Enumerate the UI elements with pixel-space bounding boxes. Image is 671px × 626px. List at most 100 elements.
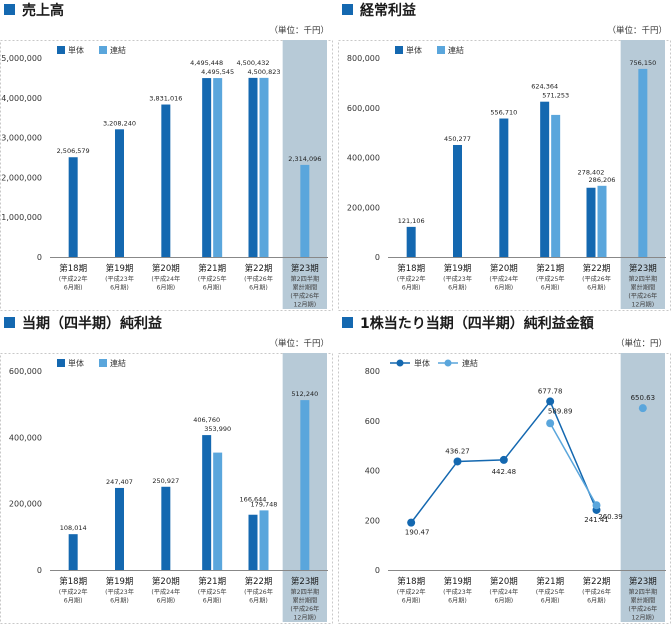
x-category-label: 第18期 <box>397 576 425 587</box>
x-category-sublabel: 6月期) <box>402 597 421 605</box>
bar-single <box>68 534 78 570</box>
bar-consolidated <box>638 68 648 257</box>
chart-panel: 当期（四半期）純利益 （単位：千円） 0 200,000 400,000 600,000 単… <box>0 315 333 624</box>
y-tick-label: 0 <box>37 566 42 575</box>
x-category-sublabel: (平成26年 <box>290 605 319 613</box>
unit-label: （単位：千円） <box>269 338 329 349</box>
point-single <box>546 397 555 406</box>
bar-single <box>115 129 124 257</box>
x-category-sublabel: 第2四半期 <box>290 588 319 596</box>
plot-frame <box>0 353 333 624</box>
bar-value-label: 250,927 <box>152 477 179 485</box>
bar-single <box>248 77 258 257</box>
x-category-sublabel: 6月期) <box>64 597 83 605</box>
legend-label: 連結 <box>448 45 464 55</box>
x-category-sublabel: 6月期) <box>402 284 421 292</box>
y-tick-label: 400,000 <box>9 433 42 442</box>
x-category-sublabel: 6月期) <box>494 597 513 605</box>
x-category-label: 第18期 <box>59 576 87 587</box>
bar-value-label: 3,831,016 <box>149 95 182 103</box>
x-category-sublabel: 6月期) <box>448 284 467 292</box>
x-category-sublabel: (平成23年 <box>105 588 134 596</box>
x-category-label: 第23期 <box>629 263 657 274</box>
y-tick-label: 0 <box>375 253 380 262</box>
x-category-sublabel: (平成26年 <box>582 588 611 596</box>
x-category-sublabel: (平成23年 <box>443 275 472 283</box>
point-value-label: 436.27 <box>445 447 470 455</box>
x-category-sublabel: (平成25年 <box>198 588 227 596</box>
bar-value-label: 2,314,096 <box>288 155 321 163</box>
y-tick-label: 0 <box>375 566 380 575</box>
x-category-sublabel: (平成24年 <box>151 588 180 596</box>
bar-value-label: 278,402 <box>578 169 605 177</box>
x-category-sublabel: 6月期) <box>541 597 560 605</box>
y-tick-label: 600,000 <box>347 104 380 113</box>
x-category-sublabel: (平成26年 <box>244 275 273 283</box>
bar-consolidated <box>300 164 310 257</box>
bar-value-label: 4,495,545 <box>201 68 234 76</box>
title-square-icon <box>4 317 15 328</box>
bar-single <box>161 486 171 570</box>
bar-value-label: 286,206 <box>589 176 616 184</box>
bar-single <box>586 187 596 257</box>
x-category-sublabel: (平成25年 <box>536 275 565 283</box>
bar-single <box>161 104 171 257</box>
x-category-sublabel: (平成25年 <box>536 588 565 596</box>
x-category-label: 第18期 <box>397 263 425 274</box>
title-square-icon <box>4 4 15 15</box>
x-category-sublabel: (平成22年 <box>59 275 88 283</box>
x-category-sublabel: (平成23年 <box>443 588 472 596</box>
x-category-sublabel: 6月期) <box>156 597 175 605</box>
bar-value-label: 108,014 <box>60 524 87 532</box>
x-category-label: 第19期 <box>106 576 134 587</box>
x-category-sublabel: 第2四半期 <box>290 275 319 283</box>
y-tick-label: 600,000 <box>9 367 42 376</box>
point-value-label: 241.41 <box>584 516 609 524</box>
x-category-sublabel: 6月期) <box>494 284 513 292</box>
highlight-column <box>620 353 665 622</box>
title-square-icon <box>342 317 353 328</box>
x-category-sublabel: (平成26年 <box>628 605 657 613</box>
x-category-sublabel: 累計期間 <box>292 597 317 605</box>
bar-value-label: 406,760 <box>193 416 220 424</box>
legend-label: 単体 <box>414 358 430 368</box>
bar-value-label: 571,253 <box>542 92 569 100</box>
x-category-sublabel: (平成22年 <box>397 275 426 283</box>
y-tick-label: 400 <box>365 467 380 476</box>
x-category-sublabel: (平成26年 <box>244 588 273 596</box>
x-category-sublabel: (平成24年 <box>151 275 180 283</box>
chart-panel: 経常利益 （単位：千円） 0 200,000 400,000 600,000 800,000… <box>338 2 671 311</box>
x-category-label: 第20期 <box>152 576 180 587</box>
x-category-label: 第22期 <box>245 576 273 587</box>
x-category-sublabel: 6月期) <box>249 597 268 605</box>
x-category-sublabel: (平成26年 <box>582 275 611 283</box>
title-square-icon <box>342 4 353 15</box>
x-category-sublabel: (平成26年 <box>628 292 657 300</box>
point-consolidated <box>638 404 647 413</box>
unit-label: （単位：千円） <box>607 25 667 36</box>
bar-single <box>202 78 212 257</box>
x-category-sublabel: 12月期) <box>293 614 316 622</box>
legend-swatch-consolidated <box>99 46 107 54</box>
legend-swatch-single <box>57 359 65 367</box>
x-category-label: 第20期 <box>490 263 518 274</box>
point-consolidated <box>546 419 555 428</box>
x-category-sublabel: 6月期) <box>110 597 129 605</box>
x-category-sublabel: 6月期) <box>110 284 129 292</box>
legend-label: 連結 <box>110 358 126 368</box>
point-value-label: 442.48 <box>492 468 517 476</box>
x-category-sublabel: (平成23年 <box>105 275 134 283</box>
x-category-sublabel: 6月期) <box>249 284 268 292</box>
bar-single <box>499 118 509 257</box>
bar-single <box>453 144 462 257</box>
x-category-sublabel: 6月期) <box>587 597 606 605</box>
y-tick-label: 1,000,000 <box>1 213 42 222</box>
point-value-label: 677.78 <box>538 387 563 395</box>
point-single <box>407 518 416 527</box>
bar-single <box>540 101 550 257</box>
y-tick-label: 200,000 <box>9 500 42 509</box>
bar-single <box>202 435 212 570</box>
point-value-label: 650.63 <box>631 394 656 402</box>
legend-label: 連結 <box>462 358 478 368</box>
